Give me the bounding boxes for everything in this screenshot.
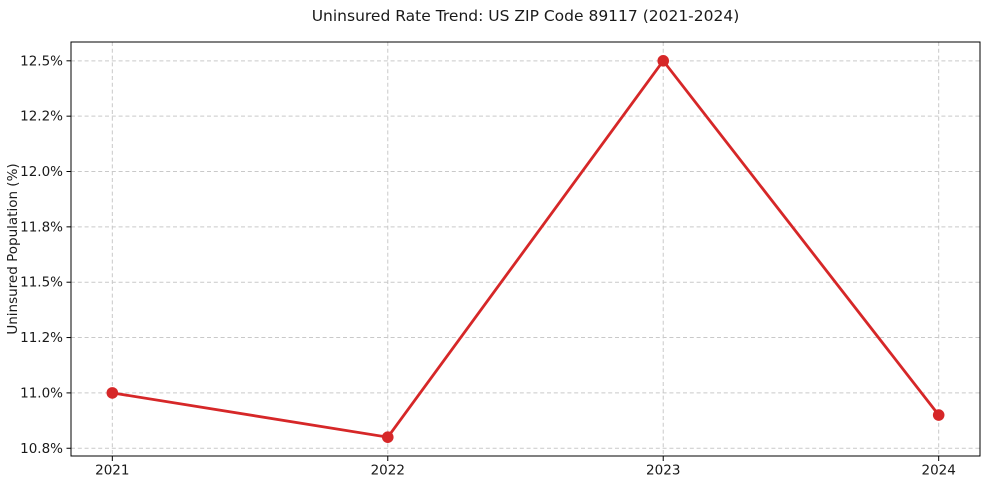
y-tick-label: 12.0% bbox=[20, 164, 63, 180]
chart-title: Uninsured Rate Trend: US ZIP Code 89117 … bbox=[312, 7, 740, 25]
y-tick-label: 10.8% bbox=[20, 441, 63, 457]
x-tick-label: 2021 bbox=[95, 463, 129, 479]
y-tick-label: 12.2% bbox=[20, 109, 63, 125]
x-tick-label: 2024 bbox=[922, 463, 956, 479]
x-tick-label: 2022 bbox=[371, 463, 405, 479]
y-tick-label: 12.5% bbox=[20, 53, 63, 69]
y-tick-label: 11.5% bbox=[20, 275, 63, 291]
axis-tick-marks bbox=[66, 60, 940, 461]
data-point bbox=[106, 387, 119, 399]
data-point bbox=[381, 431, 394, 443]
y-tick-label: 11.8% bbox=[20, 219, 63, 235]
x-tick-label: 2023 bbox=[646, 463, 680, 479]
data-point bbox=[932, 409, 945, 421]
axes-border bbox=[70, 41, 981, 457]
y-tick-label: 11.0% bbox=[20, 385, 63, 401]
y-tick-label: 11.2% bbox=[20, 330, 63, 346]
trend-line bbox=[110, 59, 941, 439]
data-point bbox=[657, 55, 670, 67]
axis-tick-labels: 10.8% 11.0% 11.2% 11.5% 11.8% 12.0% 12.2% 12.5%… bbox=[20, 53, 956, 478]
data-series bbox=[106, 55, 945, 443]
y-axis-label: Uninsured Population (%) bbox=[5, 163, 21, 334]
grid-lines bbox=[71, 42, 980, 456]
